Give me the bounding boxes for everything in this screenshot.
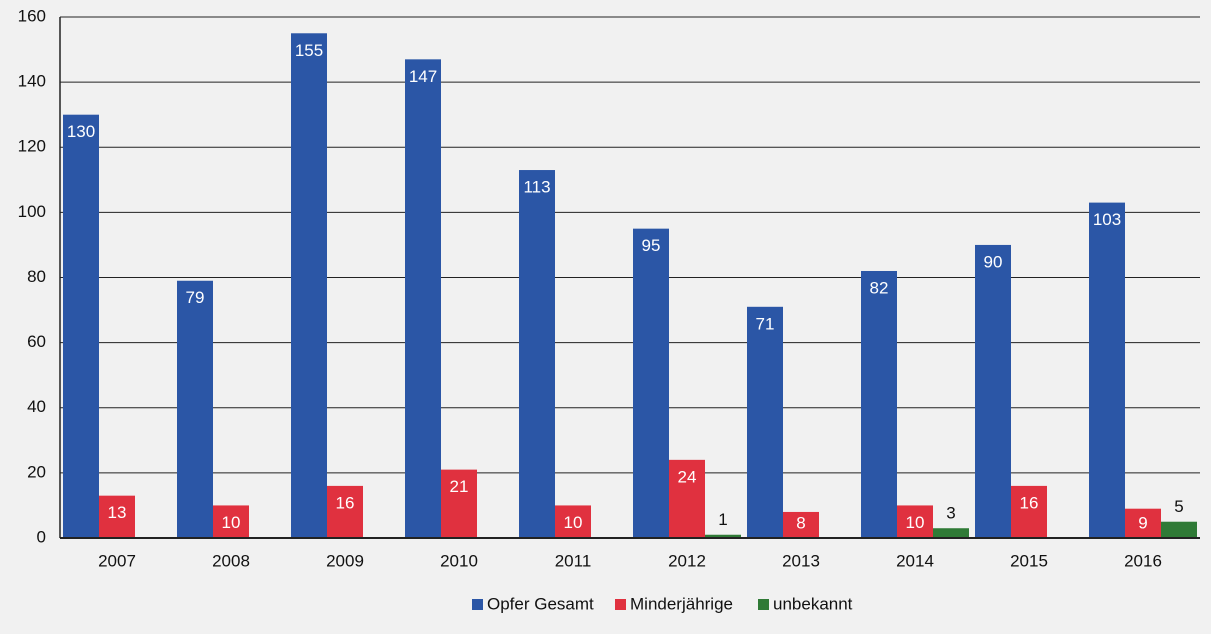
bar bbox=[99, 495, 135, 538]
value-label: 113 bbox=[523, 178, 550, 197]
bar bbox=[705, 534, 741, 538]
bar bbox=[177, 280, 213, 538]
value-label: 8 bbox=[796, 513, 805, 532]
value-label: 130 bbox=[67, 122, 95, 141]
bar bbox=[975, 244, 1011, 538]
value-label: 1 bbox=[718, 510, 727, 529]
value-label: 5 bbox=[1174, 497, 1183, 516]
legend-label: Minderjährige bbox=[630, 594, 733, 613]
x-tick-label: 2009 bbox=[326, 551, 364, 570]
y-tick-label: 140 bbox=[18, 72, 46, 91]
y-tick-label: 160 bbox=[18, 6, 46, 25]
bar bbox=[555, 505, 591, 538]
bar bbox=[747, 306, 783, 538]
value-label: 155 bbox=[295, 41, 323, 60]
x-tick-label: 2016 bbox=[1124, 551, 1162, 570]
value-label: 103 bbox=[1093, 210, 1121, 229]
value-label: 10 bbox=[222, 513, 241, 532]
bar bbox=[1161, 521, 1197, 538]
y-tick-label: 80 bbox=[27, 267, 46, 286]
x-tick-label: 2013 bbox=[782, 551, 820, 570]
y-tick-label: 20 bbox=[27, 462, 46, 481]
y-tick-label: 60 bbox=[27, 332, 46, 351]
bar bbox=[897, 505, 933, 538]
x-tick-label: 2007 bbox=[98, 551, 136, 570]
value-label: 90 bbox=[984, 252, 1003, 271]
value-label: 10 bbox=[906, 513, 925, 532]
value-label: 13 bbox=[108, 503, 127, 522]
value-label: 82 bbox=[870, 278, 889, 297]
x-tick-label: 2011 bbox=[555, 551, 592, 570]
value-label: 24 bbox=[678, 467, 697, 486]
value-label: 10 bbox=[564, 513, 583, 532]
y-tick-label: 120 bbox=[18, 137, 46, 156]
x-tick-label: 2008 bbox=[212, 551, 250, 570]
value-label: 9 bbox=[1138, 513, 1147, 532]
y-tick-label: 40 bbox=[27, 397, 46, 416]
bar bbox=[933, 528, 969, 538]
value-label: 3 bbox=[946, 504, 955, 523]
x-tick-label: 2015 bbox=[1010, 551, 1048, 570]
bar bbox=[213, 505, 249, 538]
value-label: 79 bbox=[186, 288, 205, 307]
bar bbox=[63, 114, 99, 538]
x-tick-label: 2014 bbox=[896, 551, 934, 570]
bar bbox=[1089, 202, 1125, 538]
bar bbox=[783, 511, 819, 538]
bar bbox=[519, 170, 555, 538]
y-tick-label: 100 bbox=[18, 202, 46, 221]
x-tick-label: 2010 bbox=[440, 551, 478, 570]
y-tick-label: 0 bbox=[37, 527, 46, 546]
bar bbox=[1011, 485, 1047, 538]
value-label: 21 bbox=[450, 477, 469, 496]
bar bbox=[327, 485, 363, 538]
bar bbox=[669, 459, 705, 538]
bar bbox=[291, 33, 327, 538]
legend-swatch bbox=[615, 599, 626, 610]
legend-swatch bbox=[472, 599, 483, 610]
bar bbox=[633, 228, 669, 538]
legend-label: Opfer Gesamt bbox=[487, 594, 594, 613]
legend-swatch bbox=[758, 599, 769, 610]
value-label: 16 bbox=[336, 493, 355, 512]
value-label: 16 bbox=[1020, 493, 1039, 512]
bar bbox=[441, 469, 477, 538]
x-tick-label: 2012 bbox=[668, 551, 706, 570]
bar bbox=[1125, 508, 1161, 538]
value-label: 147 bbox=[409, 67, 437, 86]
legend-label: unbekannt bbox=[773, 594, 853, 613]
bar bbox=[861, 270, 897, 538]
bar bbox=[405, 59, 441, 539]
value-label: 71 bbox=[756, 314, 775, 333]
value-label: 95 bbox=[642, 236, 661, 255]
